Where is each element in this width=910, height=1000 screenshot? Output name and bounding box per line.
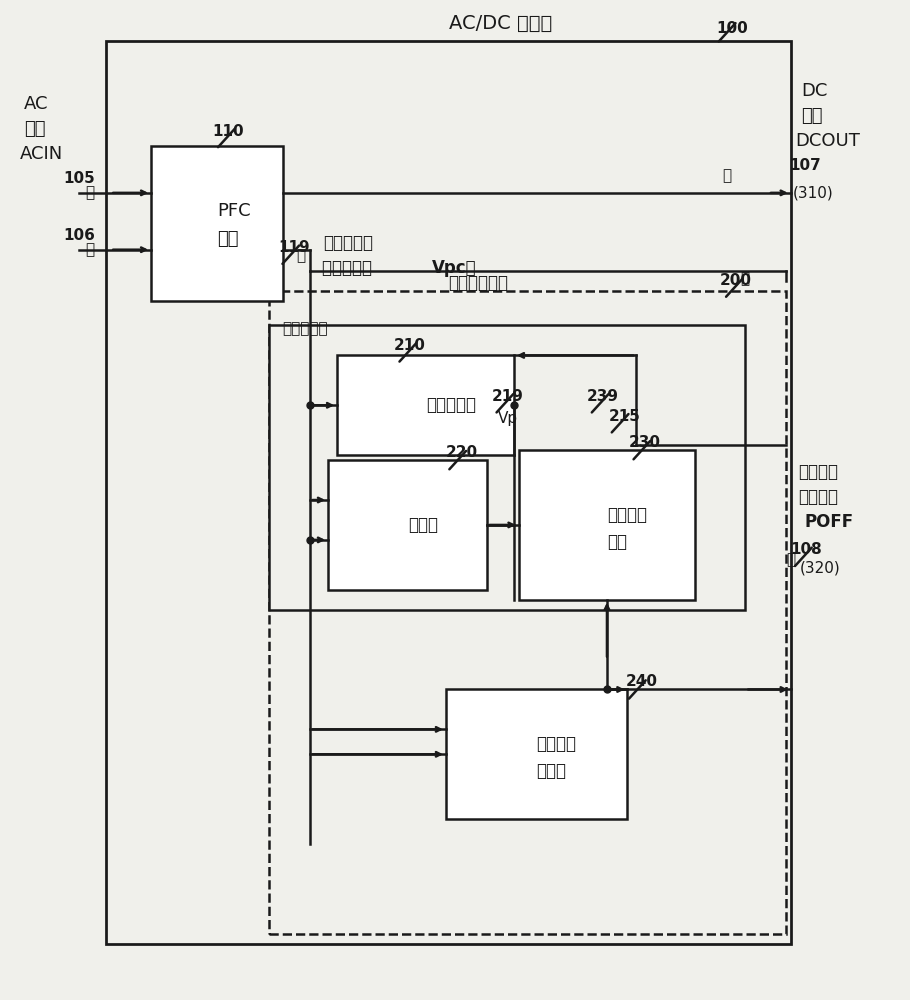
Text: （电源电压: （电源电压: [321, 259, 377, 277]
Text: 检测信号: 检测信号: [798, 488, 838, 506]
Text: 110: 110: [213, 124, 245, 139]
Text: DCOUT: DCOUT: [795, 132, 860, 150]
Bar: [269, 291, 786, 934]
Text: ACIN: ACIN: [19, 145, 63, 163]
Text: (320): (320): [800, 560, 841, 575]
Text: 108: 108: [791, 542, 823, 557]
Bar: [151, 146, 283, 301]
Text: 239: 239: [587, 389, 619, 404]
Text: 信号: 信号: [802, 107, 823, 125]
Text: ～: ～: [741, 271, 750, 286]
Text: AC: AC: [24, 95, 48, 113]
Text: ～: ～: [786, 552, 795, 567]
Text: 峰值控制器: 峰值控制器: [283, 321, 329, 336]
Text: 106: 106: [63, 228, 95, 243]
Text: 215: 215: [609, 409, 642, 424]
Text: 240: 240: [625, 674, 658, 689]
Text: 电源监控电路: 电源监控电路: [449, 274, 509, 292]
Text: Vpc）: Vpc）: [432, 259, 477, 277]
Bar: [106, 41, 791, 944]
Text: 电力停止: 电力停止: [798, 463, 838, 481]
Text: 峰值控制: 峰值控制: [607, 506, 647, 524]
Text: (310): (310): [793, 185, 834, 200]
Text: 105: 105: [63, 171, 95, 186]
Bar: [269, 325, 745, 610]
Text: 220: 220: [446, 445, 478, 460]
Text: 电路: 电路: [607, 533, 627, 551]
Text: 210: 210: [394, 338, 426, 353]
Text: 脉动流信号: 脉动流信号: [323, 234, 373, 252]
Text: DC: DC: [802, 82, 828, 100]
Text: 比较部: 比较部: [408, 516, 438, 534]
Text: ～: ～: [86, 242, 95, 257]
Text: 电路: 电路: [217, 230, 238, 248]
Text: 峰值保持部: 峰值保持部: [426, 396, 476, 414]
Text: 107: 107: [789, 158, 821, 173]
Text: AC/DC 转换器: AC/DC 转换器: [449, 14, 551, 33]
Bar: [446, 689, 627, 819]
Bar: [337, 355, 514, 455]
Bar: [328, 460, 487, 590]
Text: ～: ～: [86, 185, 95, 200]
Text: ～: ～: [723, 168, 732, 183]
Text: Vp: Vp: [498, 411, 518, 426]
Text: 200: 200: [720, 273, 752, 288]
Text: ～: ～: [297, 248, 306, 263]
Text: 电力停止: 电力停止: [537, 735, 577, 753]
Text: 100: 100: [716, 21, 748, 36]
Text: 信号: 信号: [24, 120, 46, 138]
Text: PFC: PFC: [217, 202, 251, 220]
Text: 219: 219: [491, 389, 523, 404]
Text: POFF: POFF: [804, 513, 854, 531]
Text: 119: 119: [278, 240, 309, 255]
Text: 230: 230: [629, 435, 662, 450]
Text: 检测器: 检测器: [537, 762, 567, 780]
Bar: [519, 450, 695, 600]
